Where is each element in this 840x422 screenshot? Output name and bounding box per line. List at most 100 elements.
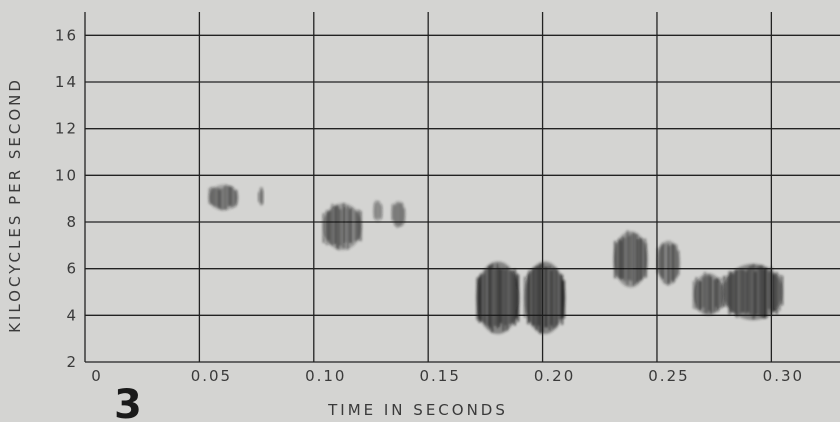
burst-streak (635, 234, 638, 284)
burst-streak (732, 273, 735, 313)
x-tick-label: 0.20 (534, 367, 575, 385)
burst-streak (706, 276, 708, 314)
burst-streak (756, 266, 758, 315)
burst-streak (671, 244, 674, 281)
burst-streak (723, 275, 726, 307)
burst-streak (537, 266, 540, 326)
burst-streak (614, 240, 616, 279)
burst-streak (480, 273, 482, 322)
burst-streak (620, 240, 623, 280)
burst-streak (349, 208, 351, 243)
burst-streak (496, 263, 499, 329)
spectral-marks (208, 184, 783, 335)
burst-streak (742, 269, 745, 313)
burst-streak (615, 242, 617, 278)
burst-streak (234, 190, 237, 208)
burst-streak (218, 189, 221, 209)
burst-streak (215, 188, 218, 207)
burst-streak (640, 238, 643, 280)
burst-streak (659, 245, 662, 277)
burst-streak (541, 262, 544, 333)
y-tick-label: 2 (66, 353, 78, 371)
spectral-burst (373, 200, 383, 222)
spectral-burst (613, 230, 648, 288)
burst-streak (357, 209, 360, 240)
burst-streak (337, 206, 340, 251)
burst-streak (562, 280, 565, 319)
y-tick-label: 14 (55, 73, 78, 91)
burst-streak (667, 243, 669, 286)
x-tick-label: 0.30 (763, 367, 804, 385)
burst-streak (533, 267, 536, 326)
burst-streak (668, 245, 671, 284)
burst-streak (672, 243, 675, 283)
burst-streak (738, 269, 741, 314)
burst-streak (749, 265, 752, 315)
x-axis-label: TIME IN SECONDS (327, 401, 508, 419)
burst-streak (719, 277, 722, 309)
burst-streak (657, 247, 659, 274)
burst-streak (375, 200, 377, 220)
x-tick-label: 0.10 (305, 367, 346, 385)
burst-streak (661, 242, 664, 279)
burst-streak (494, 268, 497, 326)
burst-streak (721, 283, 724, 308)
burst-streak (235, 189, 238, 205)
burst-streak (704, 271, 706, 313)
burst-streak (394, 205, 397, 226)
y-axis-label: KILOCYCLES PER SECOND (6, 77, 24, 333)
y-tick-labels: 2 4 6 8 10 12 14 16 (55, 26, 78, 371)
burst-streak (544, 266, 547, 328)
burst-streak (403, 208, 405, 224)
burst-streak (210, 187, 213, 205)
burst-streak (644, 238, 646, 278)
spectral-burst (476, 261, 520, 335)
burst-streak (626, 230, 629, 285)
spectral-burst (524, 261, 566, 335)
burst-streak (781, 275, 783, 306)
burst-streak (502, 267, 505, 331)
burst-streak (539, 263, 542, 334)
burst-streak (231, 186, 234, 209)
spectral-burst (322, 203, 362, 251)
burst-streak (478, 276, 481, 323)
burst-streak (359, 210, 362, 242)
burst-streak (500, 268, 502, 324)
burst-streak (339, 209, 342, 246)
burst-streak (702, 277, 705, 308)
burst-streak (763, 268, 766, 319)
x-tick-label: 0.05 (191, 367, 232, 385)
burst-streak (377, 201, 380, 219)
burst-streak (401, 202, 403, 227)
spectral-burst (208, 184, 239, 211)
burst-streak (745, 271, 748, 315)
burst-streak (336, 205, 338, 249)
burst-streak (637, 239, 640, 282)
burst-streak (528, 270, 531, 323)
burst-streak (325, 210, 328, 246)
burst-streak (628, 235, 630, 280)
burst-streak (735, 269, 737, 316)
burst-streak (217, 188, 220, 208)
burst-streak (554, 267, 557, 328)
burst-streak (491, 263, 494, 333)
burst-streak (498, 268, 500, 327)
burst-streak (487, 266, 490, 326)
burst-streak (728, 271, 731, 315)
burst-streak (752, 263, 755, 320)
burst-streak (327, 211, 330, 241)
burst-streak (380, 204, 383, 219)
burst-streak (726, 275, 729, 307)
burst-streak (225, 184, 228, 210)
figure-number: 3 (114, 382, 142, 422)
burst-streak (261, 190, 264, 204)
burst-streak (515, 273, 518, 319)
burst-streak (768, 271, 771, 310)
burst-streak (511, 270, 514, 324)
burst-streak (509, 270, 511, 324)
burst-streak (322, 213, 325, 243)
burst-streak (639, 237, 642, 281)
burst-core (208, 184, 239, 211)
burst-streak (355, 211, 358, 241)
